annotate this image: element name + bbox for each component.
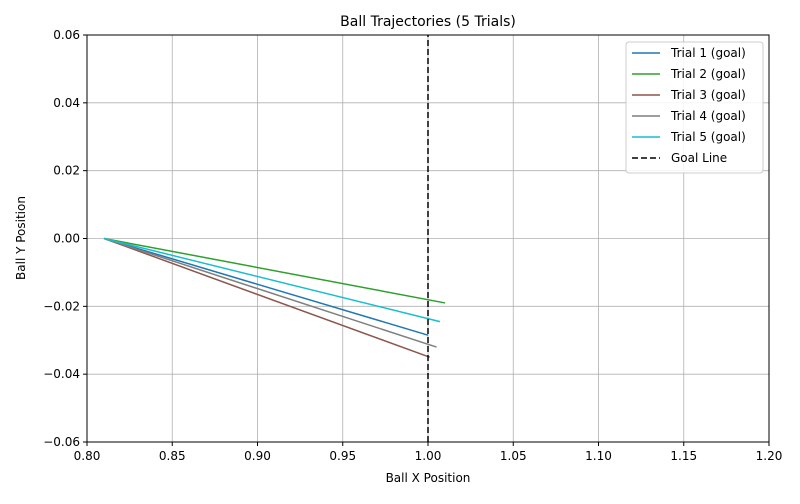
chart-title: Ball Trajectories (5 Trials) [340,14,516,30]
legend-label: Trial 2 (goal) [670,67,746,81]
y-tick-label: −0.02 [43,299,80,313]
legend-label: Trial 3 (goal) [670,88,746,102]
x-tick-label: 1.10 [585,449,612,463]
y-tick-label: 0.02 [53,164,80,178]
series-lines [103,35,446,442]
legend-label: Trial 5 (goal) [670,130,746,144]
x-tick-label: 1.05 [500,449,527,463]
series-line-2 [103,237,446,304]
y-tick-label: −0.06 [43,435,80,449]
x-tick-label: 1.15 [670,449,697,463]
x-axis-label: Ball X Position [386,471,471,485]
x-tick-label: 0.90 [244,449,271,463]
legend-box [625,41,764,174]
y-axis-label: Ball Y Position [14,196,28,280]
y-tick-label: −0.04 [43,367,80,381]
x-tick-label: 1.20 [756,449,783,463]
series-line-1 [103,237,429,336]
y-tick-label: 0.06 [53,28,80,42]
legend-label: Trial 4 (goal) [670,109,746,123]
legend: Trial 1 (goal) Trial 2 (goal) Trial 3 (goa… [625,41,764,174]
x-tick-label: 0.95 [329,449,356,463]
y-tick-label: 0.04 [53,96,80,110]
series-line-4 [103,237,437,348]
x-tick-label: 0.85 [159,449,186,463]
series-line-3 [103,237,430,358]
legend-label: Trial 1 (goal) [670,46,746,60]
legend-label: Goal Line [671,151,727,165]
x-tick-label: 1.00 [415,449,442,463]
y-tick-label: 0.00 [53,232,80,246]
axis-ticks: 0.80 0.85 0.90 0.95 1.00 1.05 1.10 1.15 1.20 −0.0… [43,28,782,463]
series-line-5 [103,237,441,323]
x-tick-label: 0.80 [74,449,101,463]
